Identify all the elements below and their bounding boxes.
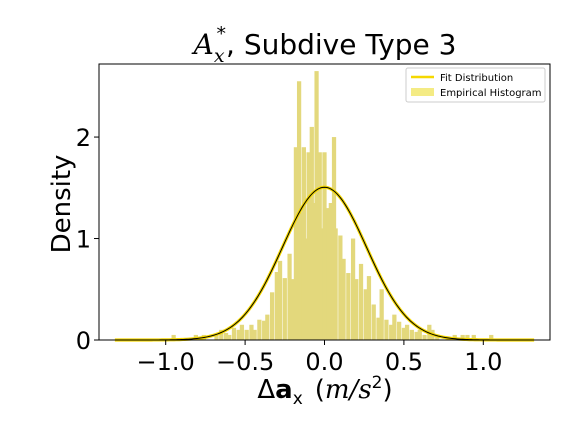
legend-box bbox=[405, 67, 546, 103]
histogram-bar bbox=[249, 324, 254, 340]
histogram-bar bbox=[274, 272, 279, 340]
legend: Fit Distribution Empirical Histogram bbox=[405, 67, 546, 103]
histogram-bar bbox=[317, 152, 322, 340]
histogram-bar bbox=[231, 327, 237, 340]
histogram-bar bbox=[384, 319, 389, 340]
histogram-bar bbox=[338, 235, 343, 340]
histogram-bar bbox=[290, 279, 295, 340]
histogram-bar bbox=[376, 317, 381, 340]
x-tick-label: −0.5 bbox=[216, 348, 274, 376]
histogram-bar bbox=[414, 331, 419, 340]
histogram-bar bbox=[366, 276, 372, 340]
x-tick-label: −1.0 bbox=[137, 348, 195, 376]
histogram-bar bbox=[314, 71, 319, 340]
plot-area bbox=[114, 71, 535, 342]
histogram-bar bbox=[236, 329, 241, 340]
histogram-bar bbox=[244, 329, 249, 340]
histogram-bar bbox=[239, 324, 245, 340]
histogram-bar bbox=[227, 334, 232, 340]
histogram-bar bbox=[252, 329, 257, 340]
legend-swatch-empirical-histogram bbox=[411, 88, 434, 96]
histogram-bar bbox=[371, 304, 376, 340]
x-tick-label: 0.5 bbox=[385, 348, 423, 376]
histogram-bar bbox=[293, 147, 299, 340]
histogram-bar bbox=[301, 147, 306, 340]
histogram-bar bbox=[435, 334, 440, 340]
histogram-bar bbox=[171, 334, 176, 340]
histogram-bar bbox=[422, 334, 427, 340]
legend-label-empirical-histogram: Empirical Histogram bbox=[440, 88, 542, 99]
histogram-bar bbox=[322, 152, 327, 340]
histogram-bar bbox=[379, 289, 384, 340]
histogram-bar bbox=[358, 263, 364, 340]
y-tick-label: 0 bbox=[76, 327, 91, 355]
histogram-bar bbox=[257, 319, 262, 340]
fit-distribution-outline bbox=[114, 186, 535, 341]
y-tick-label: 2 bbox=[76, 124, 91, 152]
histogram-bar bbox=[331, 137, 337, 340]
histogram-bar bbox=[309, 126, 314, 340]
legend-label-fit-distribution: Fit Distribution bbox=[440, 73, 513, 84]
histogram-bar bbox=[214, 334, 219, 340]
histogram-bar bbox=[262, 320, 267, 340]
histogram-bar bbox=[409, 329, 414, 340]
histogram-bar bbox=[346, 273, 351, 340]
histogram-bar bbox=[328, 203, 333, 340]
axis-ticks: −1.0 −0.5 0.0 0.5 1.0 0 1 2 bbox=[76, 124, 503, 376]
chart-title: Ax*, Subdive Type 3 bbox=[191, 23, 457, 67]
histogram-bar bbox=[223, 332, 229, 340]
histogram-bar bbox=[401, 327, 407, 340]
histogram-bar bbox=[341, 258, 346, 340]
histogram-bar bbox=[471, 334, 476, 340]
histogram-bar bbox=[460, 334, 465, 340]
histogram-bar bbox=[389, 324, 394, 340]
histogram-bar bbox=[489, 334, 494, 340]
x-axis-label: Δax (m/s2) bbox=[257, 373, 392, 409]
y-tick-label: 1 bbox=[76, 226, 91, 254]
histogram-bar bbox=[350, 238, 356, 340]
x-tick-label: 1.0 bbox=[464, 348, 502, 376]
histogram-bar bbox=[325, 208, 330, 340]
histogram-bar bbox=[269, 292, 275, 340]
y-axis-label: Density bbox=[47, 155, 77, 254]
x-tick-label: 0.0 bbox=[305, 348, 343, 376]
histogram-bar bbox=[277, 260, 283, 340]
histogram-bar bbox=[219, 329, 224, 340]
histogram-bar bbox=[287, 253, 292, 340]
histogram-bar bbox=[306, 152, 311, 340]
histogram-bar bbox=[392, 314, 397, 340]
histogram-bar bbox=[265, 314, 270, 340]
histogram-bar bbox=[282, 278, 287, 340]
histogram-bar bbox=[404, 324, 410, 340]
histogram-bar bbox=[363, 289, 368, 340]
histogram-bar bbox=[397, 321, 402, 340]
histogram-bar bbox=[354, 279, 359, 340]
histogram-bar bbox=[465, 334, 470, 340]
histogram-bar bbox=[417, 329, 422, 340]
